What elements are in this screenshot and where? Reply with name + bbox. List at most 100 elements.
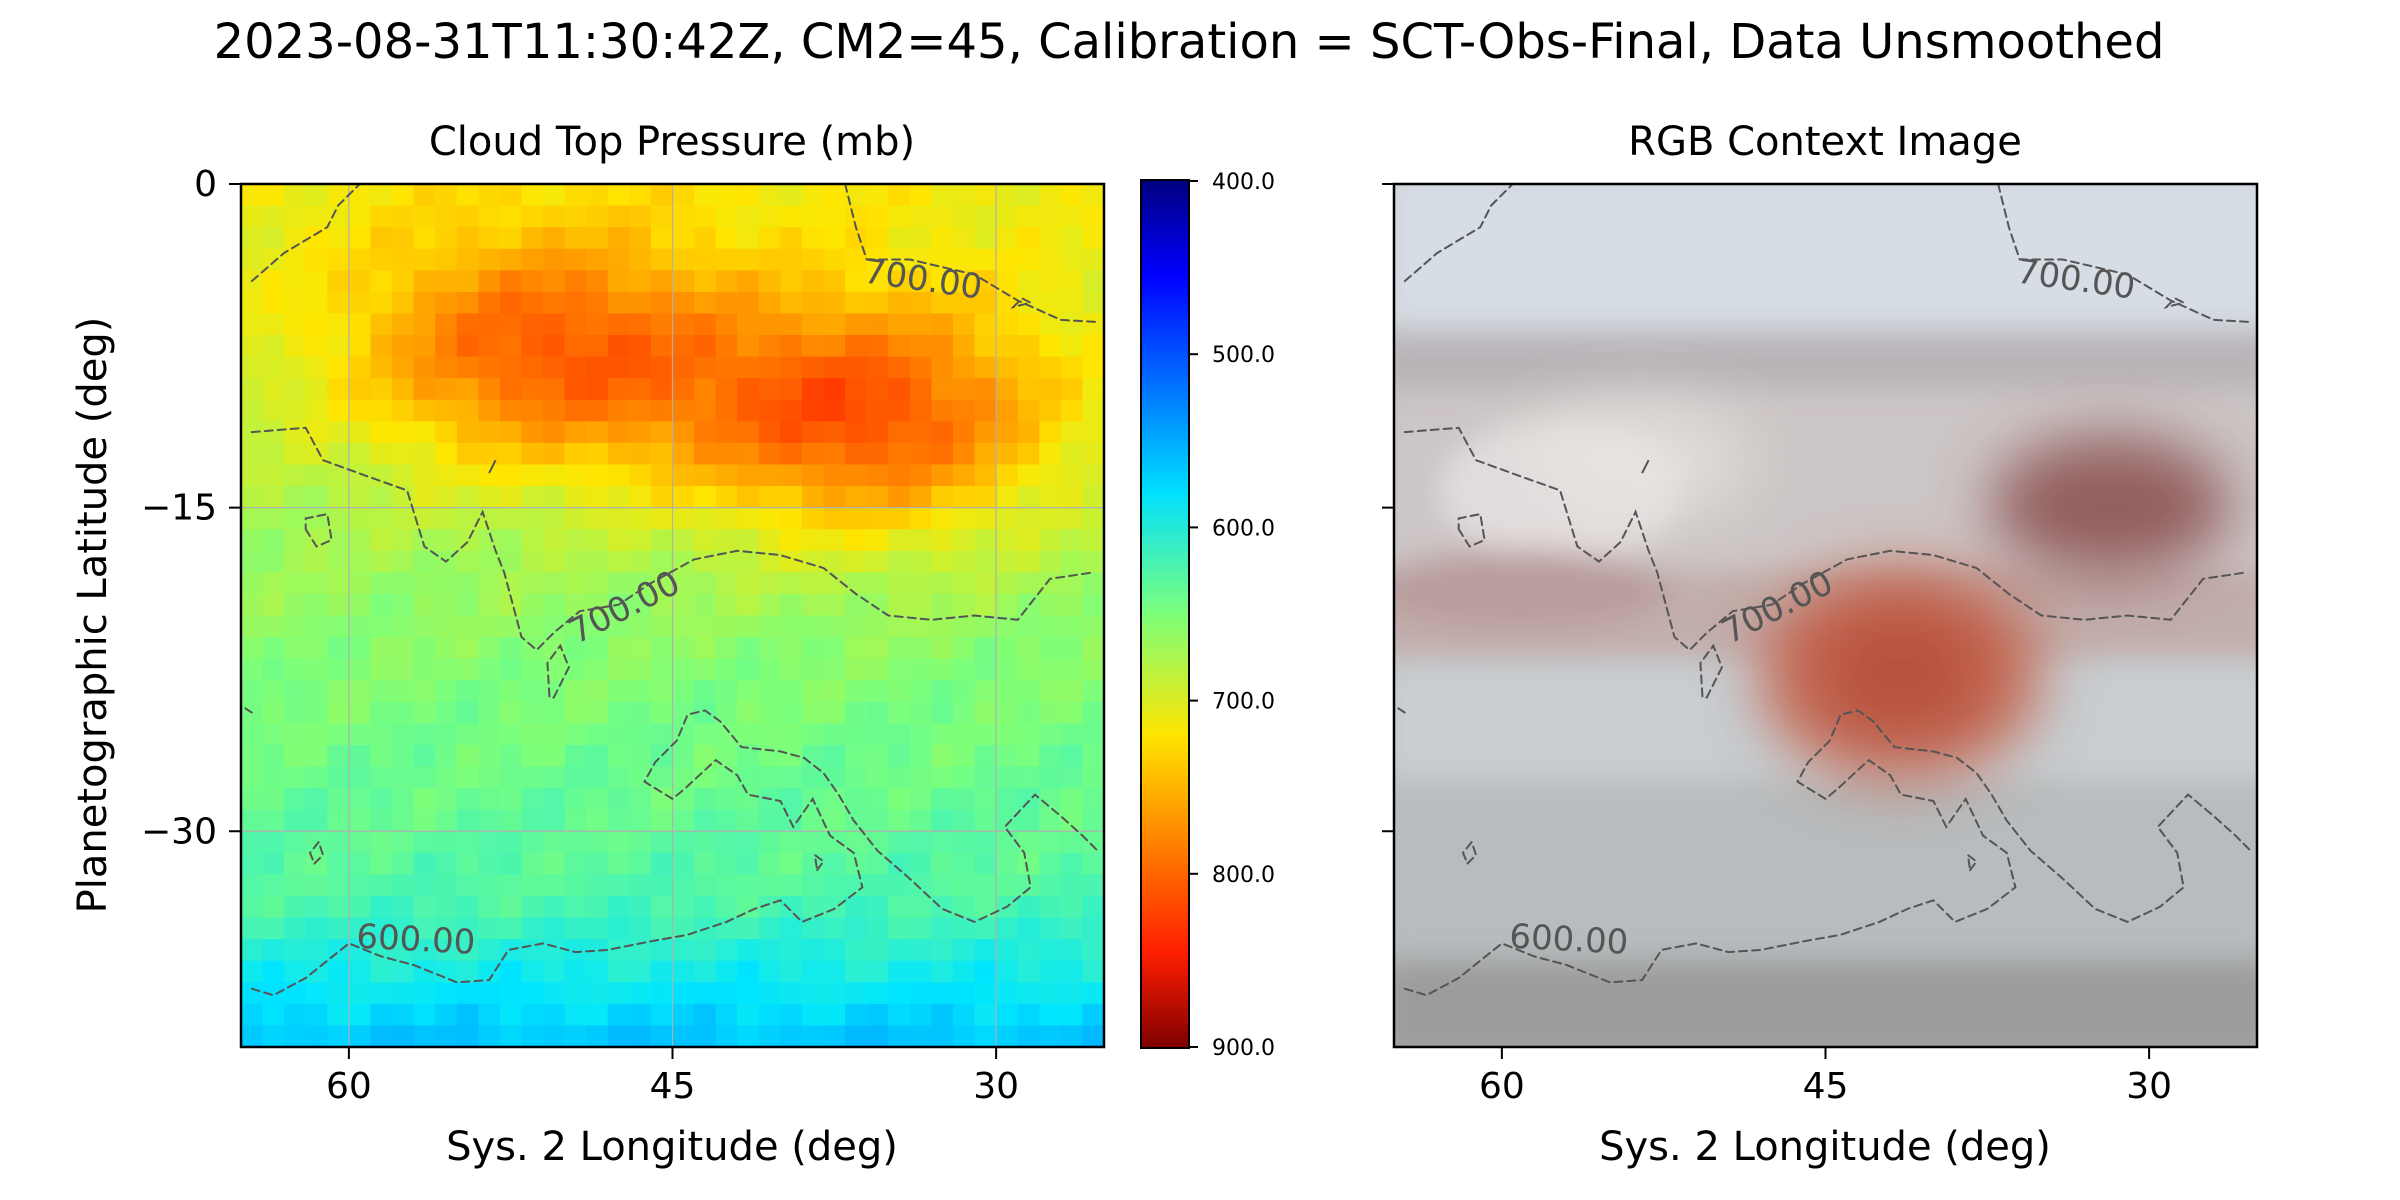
contour-line [813, 852, 825, 873]
heatmap-cell [305, 723, 328, 746]
heatmap-cell [543, 658, 566, 681]
heatmap-cell [866, 680, 889, 703]
heatmap-cell [650, 658, 674, 681]
heatmap-cell [607, 227, 630, 250]
heatmap-cell [1017, 205, 1040, 228]
heatmap-cell [305, 205, 328, 228]
heatmap-cell [672, 572, 695, 595]
heatmap-cell [499, 895, 523, 919]
contour-line [1403, 709, 2254, 997]
heatmap-cell [801, 550, 825, 573]
heatmap-cell [737, 960, 760, 983]
heatmap-cell [241, 593, 264, 617]
heatmap-cell [1082, 939, 1104, 962]
heatmap-cell [564, 680, 587, 703]
heatmap-cell [952, 701, 976, 724]
heatmap-cell [845, 421, 868, 444]
heatmap-cell [672, 593, 695, 617]
heatmap-cell [974, 464, 997, 487]
heatmap-cell [392, 593, 415, 617]
heatmap-cell [909, 723, 932, 746]
heatmap-cell [521, 680, 544, 703]
heatmap-cell [758, 809, 781, 832]
heatmap-cell [413, 270, 436, 293]
heatmap-cell [392, 335, 415, 358]
heatmap-cell [564, 852, 587, 875]
heatmap-cell [1060, 831, 1084, 854]
heatmap-cell [866, 593, 889, 617]
heatmap-cell [1039, 184, 1062, 207]
heatmap-cell [370, 270, 393, 293]
heatmap-cell [974, 184, 997, 207]
heatmap-cell [758, 335, 781, 358]
heatmap-cell [564, 895, 587, 919]
heatmap-cell [801, 917, 825, 940]
heatmap-cell [284, 680, 307, 703]
heatmap-cell [1039, 421, 1062, 444]
heatmap-cell [672, 205, 695, 228]
heatmap-cell [909, 809, 932, 832]
heatmap-cell [758, 593, 781, 617]
heatmap-cell [370, 744, 393, 768]
heatmap-cell [801, 1003, 825, 1027]
heatmap-cell [305, 701, 328, 724]
heatmap-cell [586, 723, 609, 746]
heatmap-cell [715, 184, 738, 207]
heatmap-cell [1039, 744, 1062, 768]
heatmap-cell [823, 788, 846, 811]
heatmap-cell [1060, 270, 1084, 293]
heatmap-cell [478, 723, 501, 746]
heatmap-cell [305, 680, 328, 703]
heatmap-cell [823, 335, 846, 358]
heatmap-cell [456, 486, 479, 509]
heatmap-cell [974, 1025, 997, 1047]
heatmap-cell [284, 982, 307, 1005]
heatmap-cell [348, 1025, 372, 1047]
heatmap-cell [478, 464, 501, 487]
heatmap-cell [909, 1003, 932, 1027]
heatmap-cell [392, 615, 415, 638]
heatmap-cell [866, 442, 889, 466]
heatmap-cell [456, 378, 479, 401]
heatmap-cell [780, 766, 803, 789]
heatmap-cell [1082, 874, 1104, 897]
heatmap-cell [521, 1025, 544, 1047]
heatmap-cell [801, 831, 825, 854]
heatmap-cell [737, 637, 760, 660]
heatmap-cell [543, 205, 566, 228]
heatmap-cell [1017, 982, 1040, 1005]
heatmap-cell [1082, 982, 1104, 1005]
heatmap-cell [996, 442, 1019, 466]
heatmap-cell [801, 680, 825, 703]
heatmap-cell [499, 248, 523, 271]
heatmap-cell [1039, 550, 1062, 573]
heatmap-cell [909, 248, 932, 271]
heatmap-cell [1082, 680, 1104, 703]
heatmap-cell [888, 291, 911, 315]
heatmap-cell [284, 270, 307, 293]
heatmap-cell [909, 529, 932, 552]
heatmap-cell [413, 1025, 436, 1047]
heatmap-cell [888, 744, 911, 768]
heatmap-cell [758, 982, 781, 1005]
heatmap-cell [1017, 637, 1040, 660]
heatmap-cell [845, 658, 868, 681]
heatmap-cell [694, 227, 717, 250]
heatmap-cell [413, 399, 436, 422]
heatmap-cell [499, 464, 523, 487]
heatmap-cell [629, 809, 652, 832]
heatmap-cell [952, 917, 976, 940]
heatmap-cell [521, 744, 544, 768]
heatmap-cell [392, 313, 415, 336]
heatmap-cell [672, 701, 695, 724]
heatmap-cell [241, 744, 264, 768]
heatmap-cell [327, 788, 350, 811]
heatmap-cell [909, 335, 932, 358]
heatmap-cell [305, 809, 328, 832]
heatmap-cell [952, 205, 976, 228]
heatmap-cell [241, 939, 264, 962]
heatmap-cell [974, 227, 997, 250]
heatmap-cell [715, 248, 738, 271]
heatmap-cell [952, 291, 976, 315]
pressure-axis-ticks: 60 45 300−15−30 [141, 164, 1019, 1107]
